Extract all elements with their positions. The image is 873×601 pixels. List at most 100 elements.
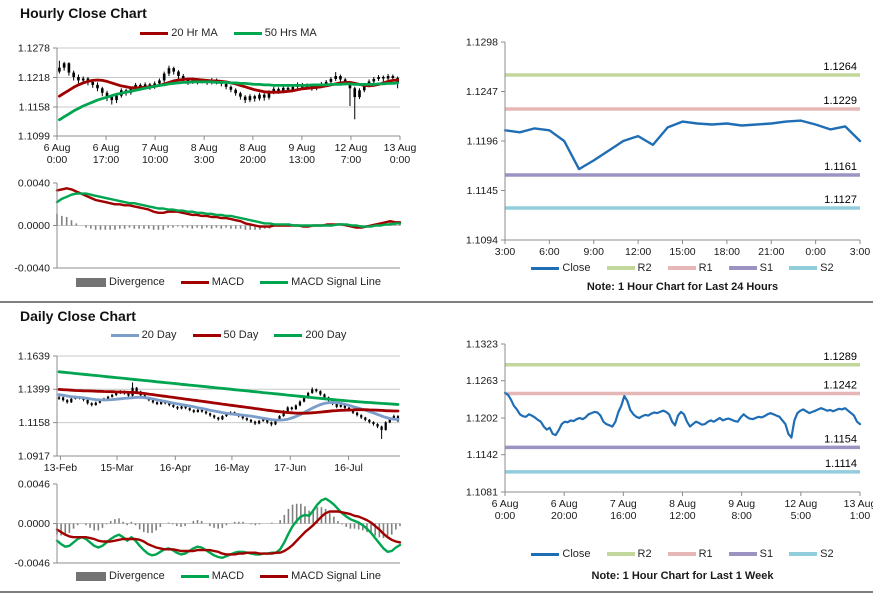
macd-signal-line-swatch xyxy=(260,280,289,284)
x-tick-label: 6 Aug xyxy=(44,142,71,154)
legend-item-20-hr-ma: 20 Hr MA xyxy=(140,27,218,39)
x-tick-label: 16-Apr xyxy=(160,462,192,474)
legend-item-divergence: Divergence xyxy=(76,276,165,288)
level-label-s2: 1.1114 xyxy=(825,458,857,470)
macd-signal-line-series xyxy=(55,510,402,556)
legend-label: 200 Day xyxy=(305,329,347,341)
y-tick-label: 1.1298 xyxy=(466,37,498,49)
y-tick-label: 1.1081 xyxy=(466,487,498,499)
x-tick-label: 16-Jul xyxy=(334,462,363,474)
x-tick-label: 5:00 xyxy=(791,510,812,522)
legend-item-r2: R2 xyxy=(606,262,652,274)
x-tick-label: 15:00 xyxy=(669,246,695,258)
50-hrs-ma-swatch xyxy=(233,31,262,35)
close-swatch xyxy=(531,552,560,556)
section-divider xyxy=(0,301,873,303)
x-tick-label: 12:00 xyxy=(625,246,651,258)
legend-item-s1: S1 xyxy=(728,262,773,274)
close-swatch xyxy=(531,266,560,270)
close-series xyxy=(503,119,862,171)
x-tick-label: 6 Aug xyxy=(492,498,519,510)
legend-label: Divergence xyxy=(109,276,165,288)
x-tick-label: 1:00 xyxy=(850,510,871,522)
y-tick-label: 1.1639 xyxy=(18,351,50,363)
y-tick-label: 0.0046 xyxy=(18,479,50,491)
y-tick-label: 1.1196 xyxy=(467,136,498,148)
y-tick-label: 1.1094 xyxy=(466,235,498,247)
hourly-pivot-note: Note: 1 Hour Chart for Last 24 Hours xyxy=(586,281,779,293)
x-tick-label: 13 Aug xyxy=(384,142,417,154)
legend-item-20-day: 20 Day xyxy=(110,329,177,341)
x-tick-label: 18:00 xyxy=(714,246,740,258)
daily-pivot-note: Note: 1 Hour Chart for Last 1 Week xyxy=(591,570,774,582)
200-day-series xyxy=(57,370,400,406)
s2-swatch xyxy=(789,552,818,556)
x-tick-label: 9:00 xyxy=(584,246,605,258)
legend-label: R2 xyxy=(637,548,652,560)
r2-swatch xyxy=(606,266,635,270)
x-tick-label: 6:00 xyxy=(539,246,560,258)
legend-item-r2: R2 xyxy=(606,548,652,560)
x-tick-label: 7 Aug xyxy=(610,498,637,510)
x-tick-label: 9 Aug xyxy=(728,498,755,510)
legend-item-macd: MACD xyxy=(180,276,245,288)
x-tick-label: 8:00 xyxy=(731,510,752,522)
legend-item-50-day: 50 Day xyxy=(192,329,259,341)
50-day-series xyxy=(57,388,400,415)
x-tick-label: 0:00 xyxy=(47,154,68,166)
y-tick-label: 1.1142 xyxy=(467,449,498,461)
legend-label: R2 xyxy=(637,262,652,274)
x-tick-label: 13:00 xyxy=(289,154,315,166)
x-tick-label: 6 Aug xyxy=(551,498,578,510)
y-tick-label: 1.1158 xyxy=(19,101,50,113)
x-tick-label: 8 Aug xyxy=(191,142,218,154)
macd-swatch xyxy=(180,280,209,284)
x-tick-label: 16-May xyxy=(214,462,250,474)
y-tick-label: 1.1218 xyxy=(18,72,50,84)
legend-label: Close xyxy=(562,262,591,274)
legend-item-r1: R1 xyxy=(667,262,713,274)
legend-label: 20 Day xyxy=(141,329,177,341)
legend-label: S2 xyxy=(820,262,834,274)
legend-label: 20 Hr MA xyxy=(171,27,218,39)
legend-label: S2 xyxy=(820,548,834,560)
daily-macd-chart: 0.0046 0.0000 -0.0046 xyxy=(0,477,430,570)
daily-macd-legend: Divergence MACD MACD Signal Line xyxy=(57,570,400,582)
legend-item-macd-signal-line: MACD Signal Line xyxy=(260,570,381,582)
x-tick-label: 12 Aug xyxy=(335,142,368,154)
hourly-macd-legend: Divergence MACD MACD Signal Line xyxy=(57,276,400,288)
level-label-r2: 1.1289 xyxy=(823,351,857,363)
x-tick-label: 3:00 xyxy=(850,246,871,258)
20-day-swatch xyxy=(110,333,139,337)
level-label-s2: 1.1127 xyxy=(824,194,857,206)
legend-item-200-day: 200 Day xyxy=(274,329,346,341)
x-tick-label: 20:00 xyxy=(240,154,266,166)
x-tick-label: 3:00 xyxy=(194,154,215,166)
y-tick-label: 0.0000 xyxy=(18,518,50,530)
x-tick-label: 12:00 xyxy=(669,510,695,522)
x-tick-label: 12 Aug xyxy=(784,498,817,510)
close-series xyxy=(503,391,862,439)
legend-item-close: Close xyxy=(531,548,591,560)
hourly-section-title: Hourly Close Chart xyxy=(20,5,147,21)
legend-label: MACD xyxy=(211,570,245,582)
legend-label: MACD Signal Line xyxy=(291,570,381,582)
x-tick-label: 16:00 xyxy=(610,510,636,522)
r2-swatch xyxy=(606,552,635,556)
daily-ma-legend: 20 Day 50 Day 200 Day xyxy=(57,329,400,341)
macd-swatch xyxy=(180,574,209,578)
macd-series xyxy=(55,187,402,229)
daily-section-title: Daily Close Chart xyxy=(20,308,136,324)
hourly-ma-legend: 20 Hr MA 50 Hrs MA xyxy=(57,27,400,39)
legend-label: MACD xyxy=(211,276,245,288)
x-tick-label: 6 Aug xyxy=(93,142,120,154)
daily-price-candlestick-chart: 1.1639 1.1399 1.1158 1.0917 13-Feb 15-Mar 16-A… xyxy=(0,344,430,476)
50-hrs-ma-series xyxy=(58,80,400,122)
x-tick-label: 8 Aug xyxy=(239,142,266,154)
legend-label: 50 Hrs MA xyxy=(264,27,317,39)
x-tick-label: 20:00 xyxy=(551,510,577,522)
legend-label: 50 Day xyxy=(223,329,259,341)
x-tick-label: 0:00 xyxy=(805,246,826,258)
x-tick-label: 8 Aug xyxy=(669,498,696,510)
